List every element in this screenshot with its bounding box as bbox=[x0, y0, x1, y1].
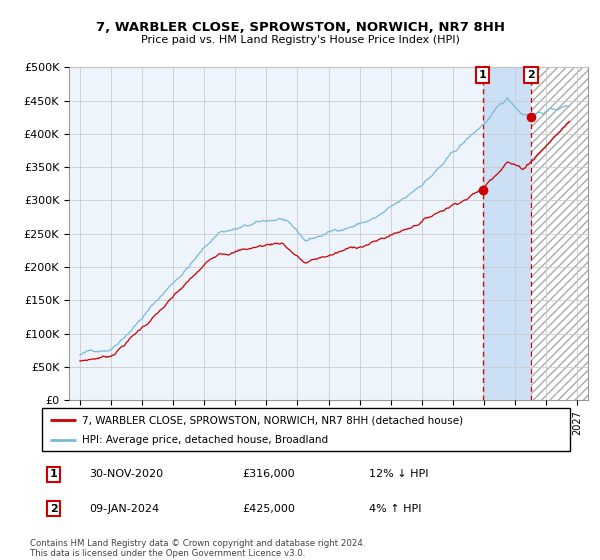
Bar bbox=[531, 67, 588, 400]
Text: 30-NOV-2020: 30-NOV-2020 bbox=[89, 469, 164, 479]
Text: 12% ↓ HPI: 12% ↓ HPI bbox=[370, 469, 429, 479]
Text: 7, WARBLER CLOSE, SPROWSTON, NORWICH, NR7 8HH (detached house): 7, WARBLER CLOSE, SPROWSTON, NORWICH, NR… bbox=[82, 415, 463, 425]
Text: £316,000: £316,000 bbox=[242, 469, 295, 479]
Text: Contains HM Land Registry data © Crown copyright and database right 2024.
This d: Contains HM Land Registry data © Crown c… bbox=[30, 539, 365, 558]
Text: 7, WARBLER CLOSE, SPROWSTON, NORWICH, NR7 8HH: 7, WARBLER CLOSE, SPROWSTON, NORWICH, NR… bbox=[95, 21, 505, 34]
Text: 09-JAN-2024: 09-JAN-2024 bbox=[89, 504, 160, 514]
Text: 2: 2 bbox=[527, 70, 535, 80]
Text: 2: 2 bbox=[50, 504, 58, 514]
Text: £425,000: £425,000 bbox=[242, 504, 296, 514]
Text: HPI: Average price, detached house, Broadland: HPI: Average price, detached house, Broa… bbox=[82, 435, 328, 445]
Bar bbox=[531, 54, 588, 400]
Text: 1: 1 bbox=[50, 469, 58, 479]
Bar bbox=[482, 67, 531, 400]
FancyBboxPatch shape bbox=[42, 408, 570, 451]
Text: Price paid vs. HM Land Registry's House Price Index (HPI): Price paid vs. HM Land Registry's House … bbox=[140, 35, 460, 45]
Text: 1: 1 bbox=[479, 70, 487, 80]
Text: 4% ↑ HPI: 4% ↑ HPI bbox=[370, 504, 422, 514]
